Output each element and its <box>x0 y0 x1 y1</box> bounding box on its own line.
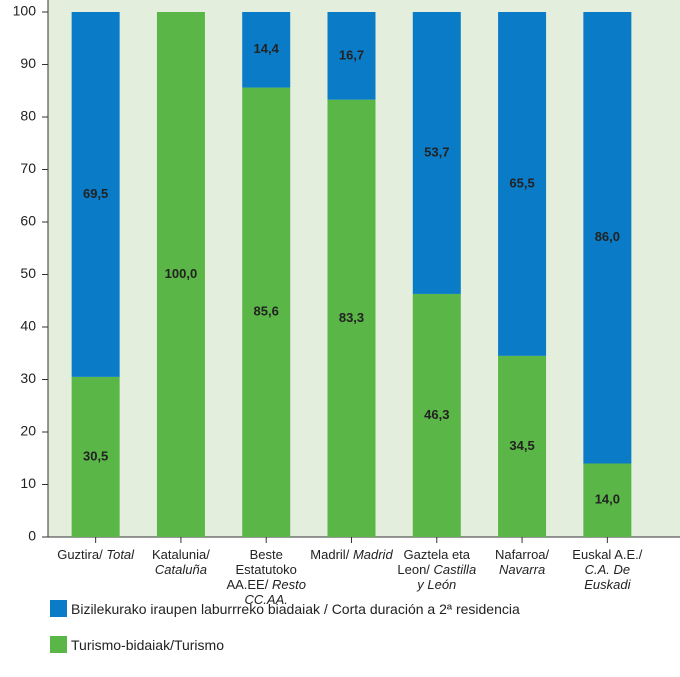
category-spanish: C.A. De Euskadi <box>584 562 631 592</box>
x-tick-label: Madril/ Madrid <box>308 547 396 562</box>
x-tick-label: Gaztela eta Leon/ Castilla y León <box>393 547 481 592</box>
data-label: 14,4 <box>254 41 280 56</box>
data-label: 69,5 <box>83 186 108 201</box>
bar-segment <box>412 293 461 537</box>
bar-segment <box>583 463 632 537</box>
data-label: 100,0 <box>165 266 198 281</box>
y-tick-label: 20 <box>20 423 36 439</box>
y-tick-label: 40 <box>20 318 36 334</box>
bar-segment <box>156 12 205 537</box>
data-label: 53,7 <box>424 144 449 159</box>
chart: 0 10 20 30 40 50 60 70 80 90 100 30,5 69,5 100,0 85,6 1… <box>13 0 680 544</box>
category-spanish: Cataluña <box>154 562 207 577</box>
x-tick-label: Euskal A.E./ C.A. De Euskadi <box>563 547 651 592</box>
bar-segment <box>242 87 291 537</box>
data-label: 83,3 <box>339 310 364 325</box>
y-tick-label: 60 <box>20 213 36 229</box>
data-label: 30,5 <box>83 448 108 463</box>
bar-segment <box>412 12 461 294</box>
category-spanish: Navarra <box>498 562 546 577</box>
data-label: 86,0 <box>595 229 620 244</box>
y-tick-label: 0 <box>28 528 36 544</box>
bar-segment <box>71 376 120 537</box>
legend-item: Turismo-bidaiak/Turismo <box>50 636 224 653</box>
y-tick-label: 30 <box>20 370 36 386</box>
bar-segment <box>498 355 547 537</box>
y-tick-label: 10 <box>20 475 36 491</box>
legend-item: Bizilekurako iraupen laburrreko biadaiak… <box>50 600 520 617</box>
bar-segment <box>583 12 632 464</box>
bar-segment <box>327 99 376 538</box>
y-tick-label: 100 <box>13 3 37 19</box>
bar-segment <box>498 12 547 356</box>
y-tick-label: 70 <box>20 160 36 176</box>
legend-label: Turismo-bidaiak/Turismo <box>71 636 224 653</box>
x-tick-label: Nafarroa/ Navarra <box>478 547 566 577</box>
data-label: 65,5 <box>509 175 534 190</box>
category-spanish: Castilla y León <box>417 562 477 592</box>
data-label: 34,5 <box>509 438 534 453</box>
category-basque: Guztira/ <box>57 547 103 562</box>
bar-segment <box>242 12 291 88</box>
legend-swatch <box>50 636 67 653</box>
y-tick-label: 50 <box>20 265 36 281</box>
x-tick-label: Katalunia/ Cataluña <box>137 547 225 577</box>
x-tick-label: Beste Estatutoko AA.EE/ Resto CC.AA. <box>222 547 310 607</box>
data-label: 85,6 <box>254 304 279 319</box>
category-spanish: Total <box>106 547 135 562</box>
y-tick-label: 80 <box>20 108 36 124</box>
legend-label: Bizilekurako iraupen laburrreko biadaiak… <box>71 600 520 617</box>
data-label: 14,0 <box>595 492 620 507</box>
category-spanish: Madrid <box>352 547 393 562</box>
category-basque: Katalunia/ <box>152 547 210 562</box>
category-basque: Nafarroa/ <box>494 547 550 562</box>
y-tick-label: 90 <box>20 55 36 71</box>
category-basque: Beste Estatutoko AA.EE/ <box>226 547 297 592</box>
category-basque: Gaztela eta Leon/ <box>397 547 471 577</box>
bar-segment <box>327 12 376 100</box>
legend-swatch <box>50 600 67 617</box>
data-label: 46,3 <box>424 407 449 422</box>
category-basque: Madril/ <box>310 547 350 562</box>
category-basque: Euskal A.E./ <box>572 547 643 562</box>
data-label: 16,7 <box>339 47 364 62</box>
category-spanish: Resto CC.AA. <box>244 577 306 607</box>
bar-segment <box>71 12 120 377</box>
x-tick-label: Guztira/ Total <box>52 547 140 562</box>
